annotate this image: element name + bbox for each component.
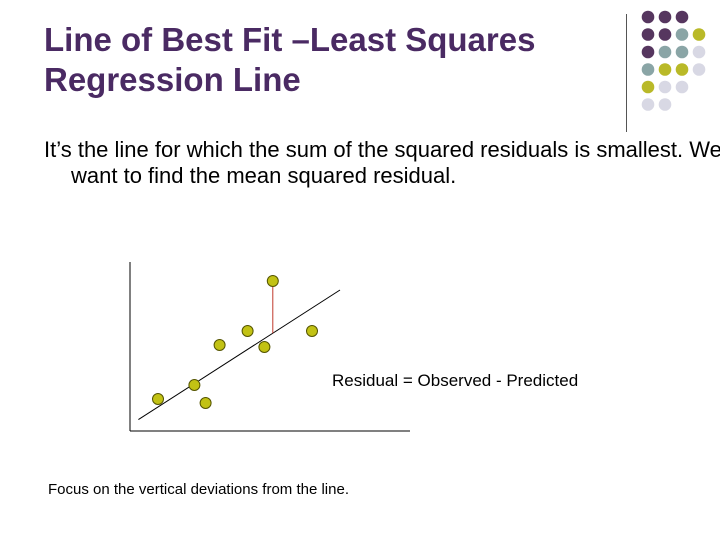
data-point [188,379,201,391]
decorative-dot [641,63,655,76]
decorative-dot [641,98,655,111]
decorative-dot [641,80,655,94]
decorative-dot-grid [641,10,706,111]
decorative-dot [658,28,672,41]
decorative-dot [641,45,655,59]
scatter-plot [129,262,410,432]
decorative-dot [692,63,706,76]
decorative-dot [641,28,655,41]
data-point [213,339,226,351]
title-divider [626,14,627,132]
decorative-dot [692,45,706,59]
decorative-dot [675,10,689,24]
data-point [266,275,279,287]
decorative-dot [641,10,655,24]
slide-title-line-1: Line of Best Fit –Least Squares [44,21,536,58]
decorative-dot [692,28,706,41]
decorative-dot [675,63,689,76]
decorative-dot [675,45,689,59]
decorative-dot [658,80,672,94]
regression-line [138,289,341,421]
data-point [152,393,164,405]
data-point [258,341,271,353]
decorative-dot [658,10,672,24]
decorative-dot [658,45,672,59]
decorative-dot [675,80,689,94]
data-point [306,325,318,337]
residual-label: Residual = Observed - Predicted [332,371,579,390]
slide-title-line-2: Regression Line [44,61,301,98]
decorative-dot [675,28,689,41]
decorative-dot [658,98,672,111]
data-point [241,325,254,337]
slide-title: Line of Best Fit –Least Squares Regressi… [44,20,624,100]
data-point [199,397,212,409]
body-text: It’s the line for which the sum of the s… [44,137,720,188]
decorative-dot [658,63,672,76]
focus-note: Focus on the vertical deviations from th… [48,481,349,498]
